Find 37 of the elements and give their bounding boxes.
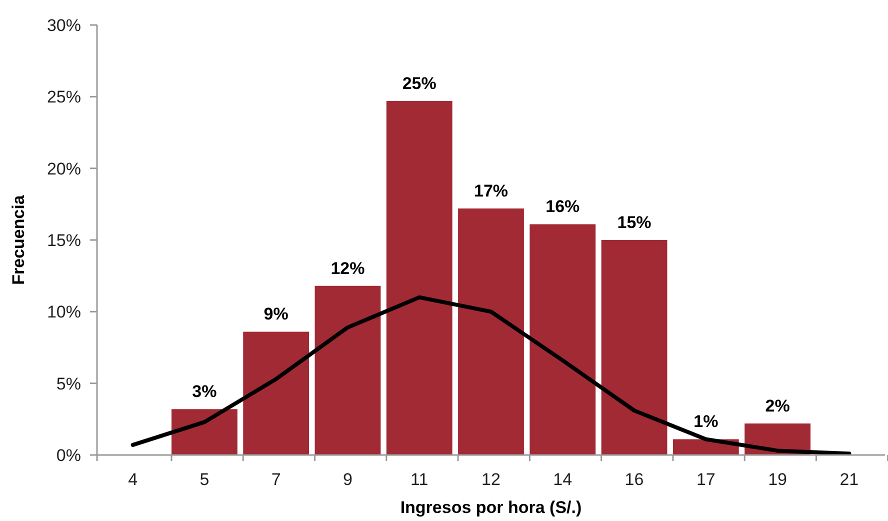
data-label: 15% [617, 213, 652, 232]
bar [601, 240, 668, 455]
y-tick-label: 0% [56, 446, 81, 465]
bar [172, 409, 238, 455]
x-tick-label: 16 [624, 470, 644, 489]
x-tick-label: 9 [342, 470, 352, 489]
line-series [130, 295, 852, 456]
x-axis-title: Ingresos por hora (S/.) [400, 498, 582, 517]
x-tick-label: 11 [410, 470, 428, 489]
y-tick-label: 25% [46, 88, 81, 107]
data-label: 12% [330, 258, 365, 278]
data-label: 16% [546, 197, 580, 216]
x-tick-label: 7 [271, 470, 281, 489]
bar [458, 208, 524, 455]
y-axis-title: Frecuencia [9, 194, 28, 285]
data-label: 25% [402, 74, 436, 93]
x-tick-label: 19 [768, 470, 788, 489]
data-label: 3% [192, 382, 217, 402]
data-label: 9% [264, 304, 288, 324]
x-tick-label: 12 [482, 470, 500, 489]
x-tick-label: 17 [696, 470, 716, 489]
x-tick-label: 4 [128, 470, 138, 489]
bar [530, 224, 596, 455]
y-tick-label: 5% [56, 374, 81, 394]
x-tick-label: 21 [840, 470, 859, 489]
x-tick-label: 14 [553, 470, 572, 489]
bar [314, 286, 381, 455]
y-tick-label: 10% [46, 302, 81, 322]
y-tick-label: 15% [46, 230, 81, 250]
bar [243, 332, 310, 455]
data-label: 17% [474, 181, 508, 200]
x-tick-label: 5 [200, 470, 210, 489]
y-tick-label: 20% [46, 159, 81, 178]
y-tick-label: 30% [46, 16, 81, 35]
data-label: 2% [765, 396, 790, 416]
bar [386, 100, 452, 455]
data-label: 1% [694, 412, 718, 432]
